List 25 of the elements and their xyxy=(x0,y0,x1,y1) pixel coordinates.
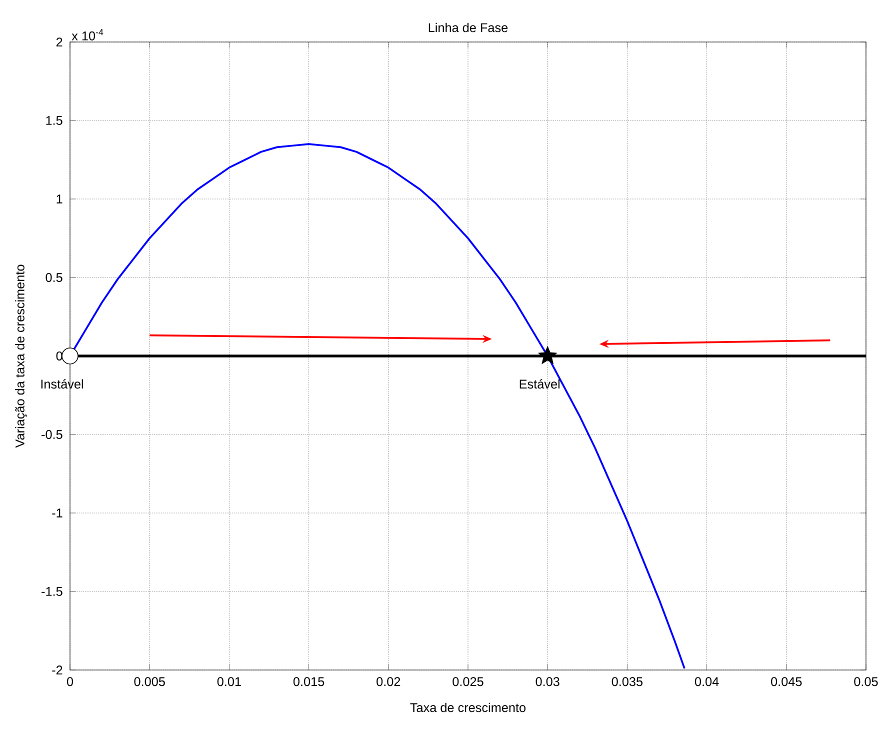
x-tick-label: 0.05 xyxy=(854,677,878,686)
y-axis-title: Variação da taxa de crescimento xyxy=(15,264,27,448)
y-tick-label: -1.5 xyxy=(42,587,62,596)
x-tick-label: 0.02 xyxy=(376,677,400,686)
y-tick-label: -2 xyxy=(52,666,62,674)
x-tick-label: 0.025 xyxy=(452,677,484,686)
x-tick-label: 0 xyxy=(66,677,74,686)
text: x 10$^{-4}$ xyxy=(72,29,104,40)
x-tick-label: 0.03 xyxy=(536,677,560,686)
y-tick-label: -0.5 xyxy=(42,430,62,439)
y-tick-label: -1 xyxy=(52,508,62,518)
y-tick-label: 1 xyxy=(56,194,62,204)
x-tick-label: 0.015 xyxy=(293,677,324,686)
x-axis-title: Taxa de crescimento xyxy=(410,702,526,712)
x-tick-label: 0.005 xyxy=(134,677,165,686)
annotation: Instável xyxy=(41,379,83,389)
y-tick-label: 1.5 xyxy=(46,116,62,125)
x-tick-label: 0.035 xyxy=(612,677,643,686)
y-tick-label: 0.5 xyxy=(46,273,62,282)
x-tick-label: 0.045 xyxy=(771,677,802,686)
y-tick-label: 2 xyxy=(56,38,62,46)
chart-title: Linha de Fase xyxy=(428,22,508,32)
x-tick-label: 0.04 xyxy=(694,677,719,686)
x-tick-label: 0.01 xyxy=(217,677,241,686)
annotation: Estável xyxy=(520,379,560,389)
